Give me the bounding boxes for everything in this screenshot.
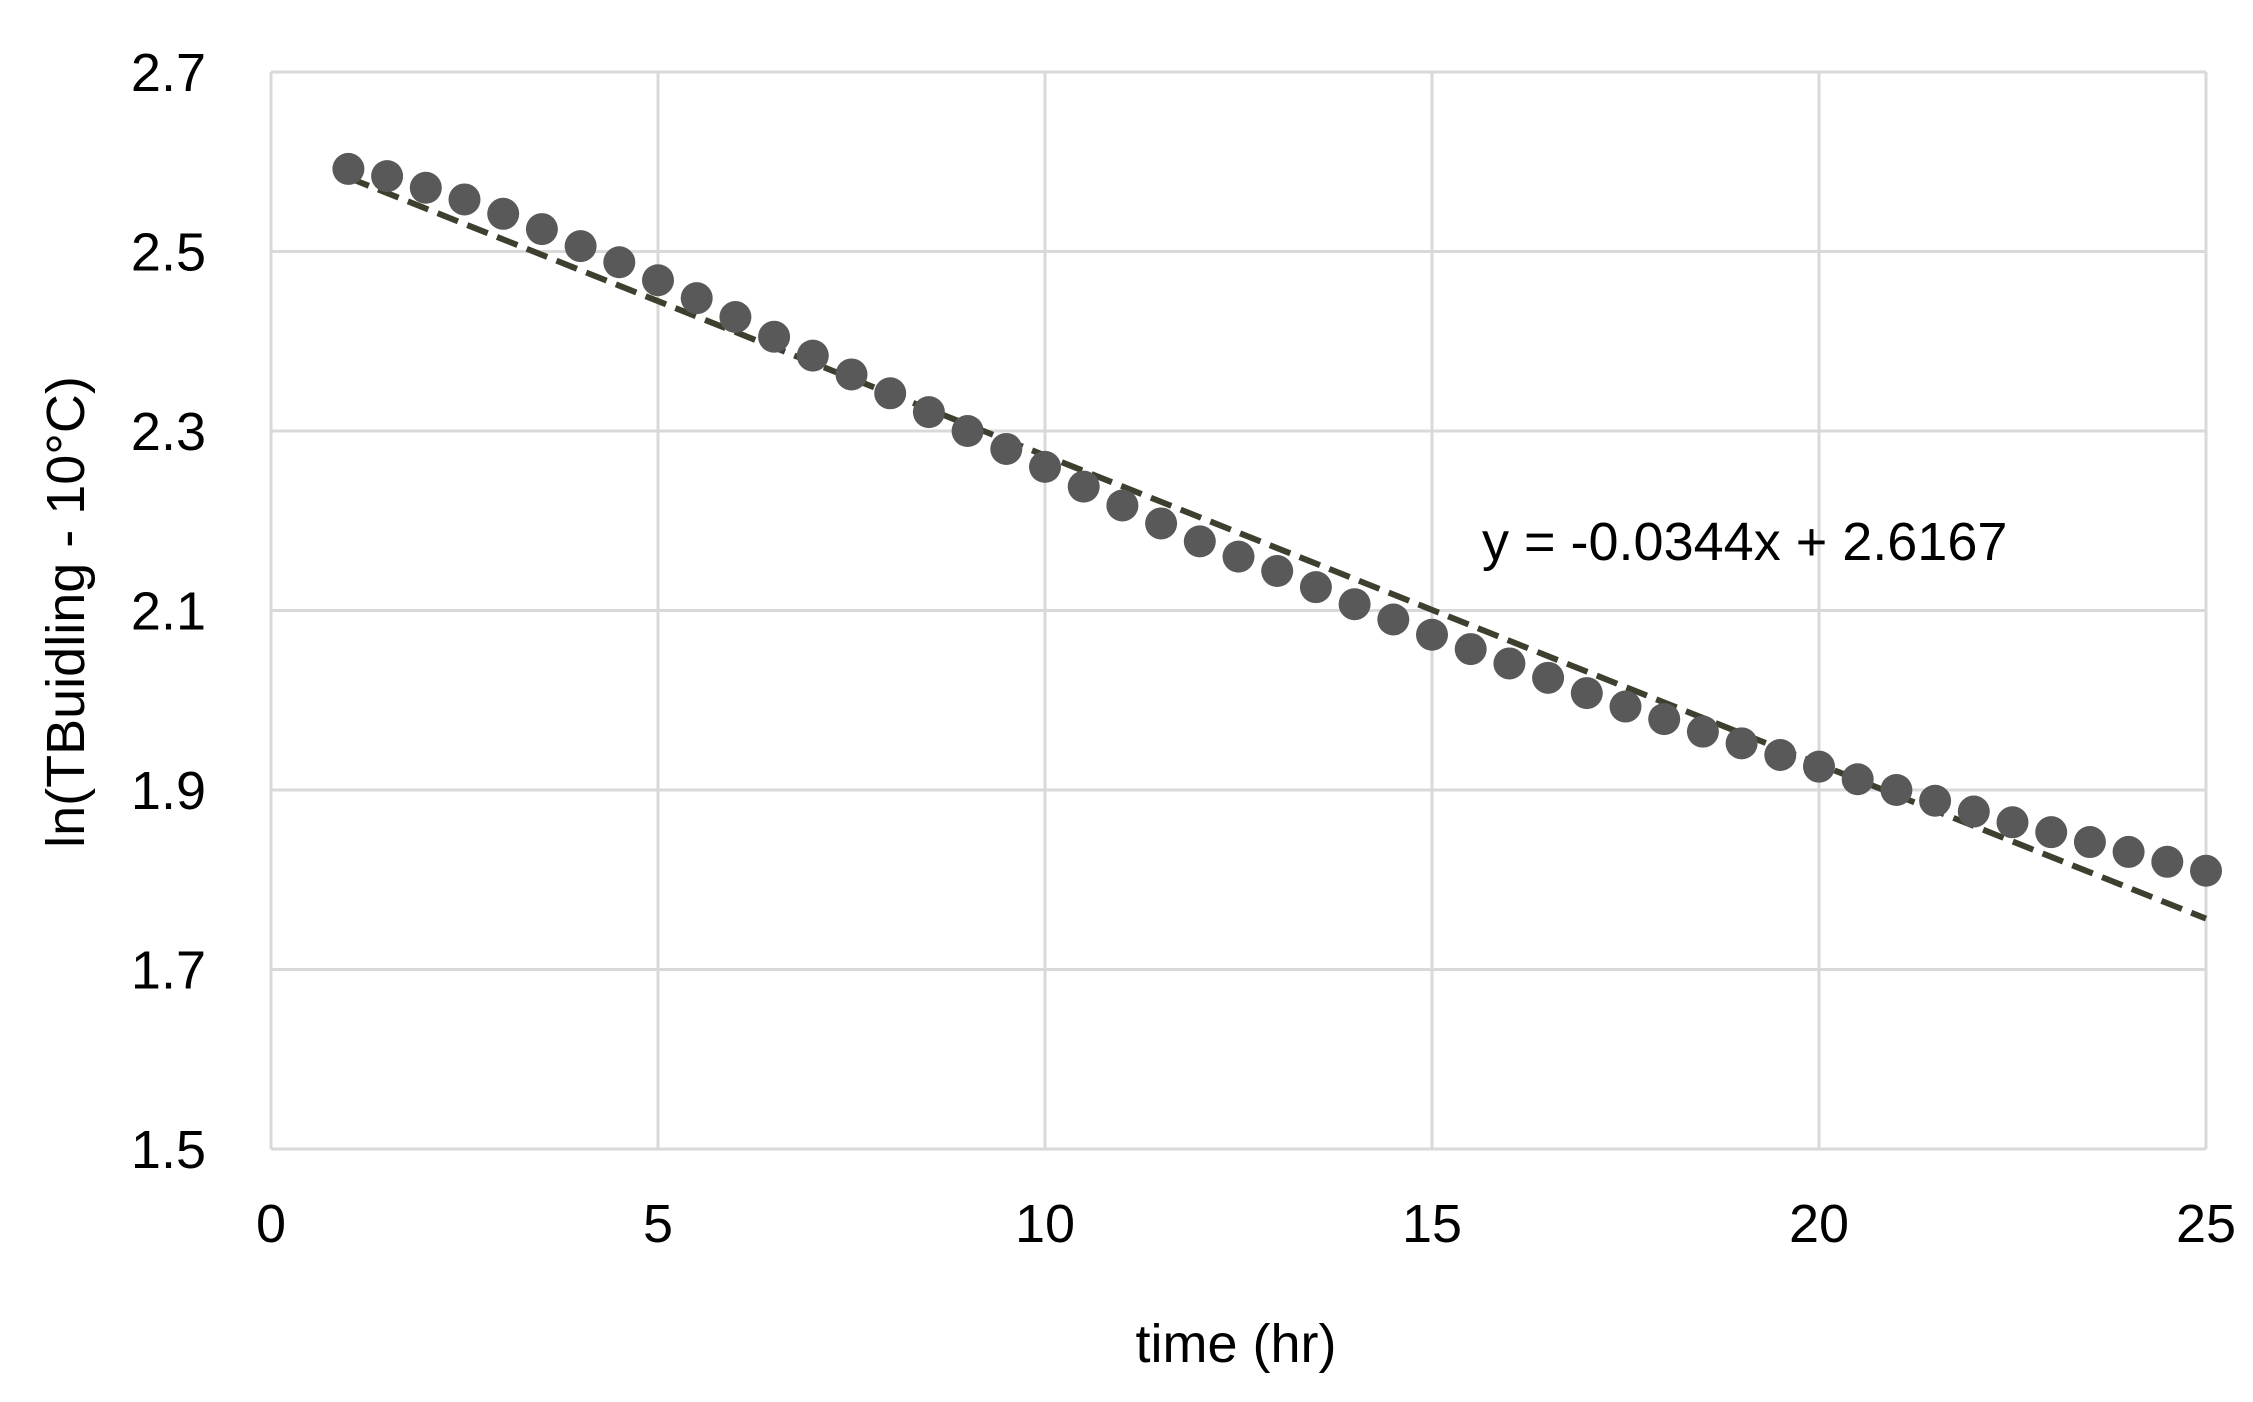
data-point: [1338, 588, 1371, 621]
data-point: [642, 264, 674, 297]
y-tick-label: 2.3: [131, 402, 206, 462]
x-axis-title: time (hr): [1136, 1314, 1337, 1374]
data-point: [2035, 816, 2068, 849]
y-tick-label: 1.5: [131, 1120, 206, 1180]
y-tick-label: 1.9: [131, 761, 206, 821]
data-point: [332, 152, 365, 185]
data-point: [1996, 806, 2029, 839]
y-axis-title: ln(TBuidling - 10°C): [36, 376, 96, 848]
data-point: [1493, 647, 1526, 680]
data-point: [1454, 633, 1487, 666]
data-point: [758, 320, 791, 353]
data-point: [1067, 470, 1100, 503]
y-tick-label: 2.1: [131, 582, 206, 642]
data-point: [719, 301, 752, 334]
data-point: [912, 396, 945, 429]
data-point: [1222, 540, 1255, 573]
data-point: [603, 246, 636, 279]
data-point: [1377, 603, 1410, 636]
y-tick-label: 2.5: [131, 223, 206, 283]
y-axis-ticks: 1.5 1.7 1.9 2.1 2.3 2.5 2.7: [131, 43, 206, 1180]
data-point: [1106, 489, 1139, 522]
data-point: [1880, 774, 1913, 806]
data-point: [1919, 784, 1952, 817]
x-tick-label: 5: [643, 1194, 673, 1254]
data-point: [1686, 715, 1719, 748]
data-point: [796, 339, 829, 372]
data-point: [1029, 450, 1061, 483]
data-point: [1532, 661, 1565, 694]
data-point: [1609, 690, 1642, 723]
data-points: [332, 152, 2222, 887]
x-tick-label: 25: [2176, 1194, 2236, 1254]
data-point: [2190, 854, 2222, 887]
data-point: [525, 213, 558, 246]
data-point: [1145, 507, 1178, 540]
data-point: [487, 197, 520, 230]
x-tick-label: 0: [256, 1194, 286, 1254]
data-point: [2151, 845, 2184, 878]
gridlines: [269, 70, 2208, 1151]
data-point: [1725, 727, 1758, 760]
data-point: [874, 377, 907, 410]
x-tick-label: 10: [1015, 1194, 1075, 1254]
data-point: [448, 183, 481, 216]
data-point: [2073, 826, 2106, 859]
x-tick-label: 15: [1402, 1194, 1462, 1254]
data-point: [1648, 703, 1681, 736]
data-point: [990, 432, 1023, 465]
data-point: [2112, 835, 2145, 868]
data-point: [1183, 525, 1216, 558]
data-point: [371, 160, 404, 193]
data-point: [1570, 677, 1603, 710]
data-point: [1803, 750, 1835, 783]
trendline-equation: y = -0.0344x + 2.6167: [1482, 512, 2007, 572]
x-tick-label: 20: [1789, 1194, 1849, 1254]
y-tick-label: 1.7: [131, 941, 206, 1001]
data-point: [1764, 738, 1797, 771]
data-point: [680, 282, 713, 315]
data-point: [564, 230, 597, 263]
data-point: [1416, 618, 1448, 651]
data-point: [951, 415, 984, 447]
data-point: [835, 358, 868, 391]
data-point: [1299, 571, 1332, 604]
data-point: [409, 171, 442, 204]
data-point: [1957, 795, 1990, 828]
data-point: [1841, 763, 1874, 796]
data-point: [1261, 555, 1294, 588]
x-axis-ticks: 0 5 10 15 20 25: [256, 1194, 2236, 1254]
y-tick-label: 2.7: [131, 43, 206, 103]
